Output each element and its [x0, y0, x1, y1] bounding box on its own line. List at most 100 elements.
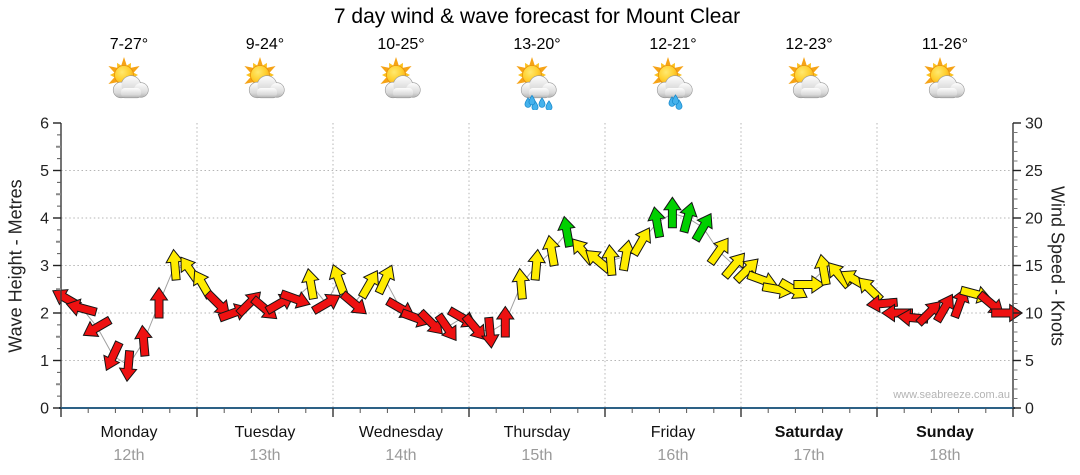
weather-icon-partly-cloudy	[380, 57, 421, 99]
weather-icon-partly-cloudy	[244, 57, 285, 99]
temperature-range: 10-25°	[377, 36, 425, 53]
left-tick-label: 4	[40, 211, 49, 228]
wind-arrow	[541, 234, 561, 267]
weather-icon-showers	[516, 57, 557, 110]
cloud-part	[937, 88, 957, 98]
sun-ray	[120, 57, 128, 68]
wind-arrow	[118, 349, 138, 383]
cloud-part	[121, 88, 141, 98]
right-tick-label: 10	[1025, 306, 1043, 323]
day-forecast-friday: 12-21°	[613, 36, 733, 110]
cloud-icon	[112, 75, 149, 99]
wind-arrow	[149, 286, 169, 319]
wind-arrow	[279, 289, 311, 309]
wind-arrow	[204, 289, 230, 316]
sun-ray	[936, 57, 944, 68]
wind-arrow	[511, 267, 531, 300]
left-tick-label: 0	[40, 401, 49, 418]
raindrop-icon	[528, 94, 536, 106]
date-label: 15th	[521, 447, 552, 464]
wind-arrow	[103, 340, 124, 372]
wind-arrow	[495, 305, 515, 338]
cloud-part	[529, 88, 549, 98]
wind-arrow	[461, 312, 486, 341]
date-label: 12th	[113, 447, 144, 464]
day-label: Thursday	[504, 424, 571, 441]
cloud-icon	[248, 75, 285, 99]
watermark: www.seabreeze.com.au	[893, 389, 1010, 401]
day-forecast-thursday: 13-20°	[477, 36, 597, 110]
weather-icon-partly-cloudy	[108, 57, 149, 99]
left-tick-label: 5	[40, 163, 49, 180]
sun-ray	[664, 57, 672, 68]
temperature-range: 7-27°	[109, 36, 149, 53]
cloud-icon	[384, 75, 421, 99]
left-tick-label: 1	[40, 353, 49, 370]
day-label: Sunday	[916, 424, 974, 441]
temperature-range: 9-24°	[245, 36, 285, 53]
cloud-part	[257, 88, 277, 98]
day-forecast-tuesday: 9-24°	[205, 36, 325, 110]
right-tick-label: 20	[1025, 211, 1043, 228]
day-forecast-wednesday: 10-25°	[341, 36, 461, 110]
wind-arrow	[976, 290, 1004, 315]
wind-arrow	[721, 252, 746, 280]
sun-ray	[256, 57, 264, 68]
wind-arrow	[301, 267, 320, 301]
wind-arrow	[557, 215, 576, 248]
wind-arrow	[310, 293, 341, 315]
wind-arrow	[679, 201, 698, 234]
raindrop-icon	[545, 100, 553, 110]
cloud-part	[801, 88, 821, 98]
sun-ray	[528, 57, 536, 68]
date-label: 13th	[249, 447, 280, 464]
temperature-range: 11-26°	[921, 36, 969, 53]
wind-arrow	[527, 248, 547, 281]
wind-arrow	[480, 316, 500, 349]
sun-ray	[800, 57, 808, 68]
day-label: Wednesday	[359, 424, 443, 441]
weather-icon-light-showers	[652, 57, 693, 110]
right-tick-label: 0	[1025, 401, 1034, 418]
wind-arrow	[991, 303, 1024, 323]
wind-arrow	[629, 227, 651, 258]
right-tick-label: 5	[1025, 353, 1034, 370]
wind-arrow	[881, 303, 913, 323]
wind-arrow	[339, 290, 367, 315]
wind-arrow	[65, 298, 98, 317]
cloud-part	[393, 88, 413, 98]
cloud-part	[665, 88, 685, 98]
wind-arrow	[434, 312, 457, 342]
wind-arrow	[662, 196, 682, 229]
wind-arrow	[691, 212, 713, 243]
cloud-icon	[520, 75, 557, 99]
wind-arrow	[328, 263, 349, 296]
sun-ray	[392, 57, 400, 68]
weather-icon-partly-cloudy	[924, 57, 965, 99]
right-tick-label: 25	[1025, 163, 1043, 180]
wind-arrow	[82, 315, 113, 337]
left-tick-label: 3	[40, 258, 49, 275]
day-label: Saturday	[775, 424, 844, 441]
temperature-range: 12-23°	[785, 36, 833, 53]
wind-arrow	[134, 324, 153, 357]
weather-icon-partly-cloudy	[788, 57, 829, 99]
wind-arrow	[374, 264, 395, 296]
cloud-icon	[656, 75, 693, 99]
left-tick-label: 2	[40, 306, 49, 323]
day-label: Monday	[101, 424, 158, 441]
date-label: 17th	[793, 447, 824, 464]
wind-arrow	[706, 237, 729, 267]
cloud-icon	[928, 75, 965, 99]
wind-arrow	[647, 206, 666, 239]
date-label: 14th	[385, 447, 416, 464]
day-forecast-sunday: 11-26°	[885, 36, 1005, 110]
wind-arrow	[950, 287, 970, 320]
raindrop-icon	[672, 94, 679, 105]
date-label: 16th	[657, 447, 688, 464]
wind-arrow	[793, 275, 826, 294]
temperature-range: 12-21°	[649, 36, 697, 53]
wind-arrow	[865, 294, 899, 314]
